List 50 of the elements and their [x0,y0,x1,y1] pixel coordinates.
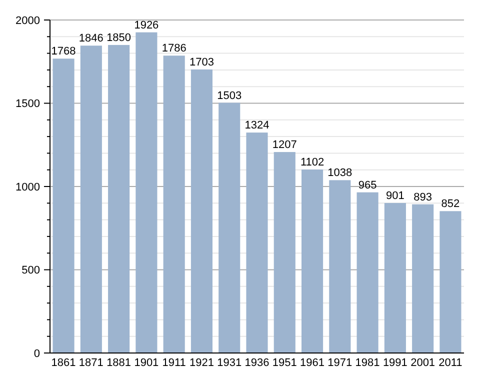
bar [52,58,74,353]
bar [274,152,296,353]
data-label: 1207 [272,139,297,152]
x-tick-label: 1871 [78,357,104,369]
y-tick-label: 1500 [16,98,40,110]
data-label: 1850 [106,32,132,44]
data-label: 1846 [78,32,104,45]
x-tick-label: 1881 [106,357,132,369]
bar [412,204,434,353]
y-tick-label: 1000 [16,181,40,194]
y-tick-label: 500 [22,264,40,277]
y-tick-label: 0 [34,348,40,360]
bar [356,192,378,353]
bar [218,102,240,353]
data-label: 1703 [189,56,214,68]
data-label: 1768 [51,46,76,58]
data-label: 901 [386,190,404,202]
x-tick-label: 1911 [162,357,186,369]
bar [384,202,406,353]
data-label: 1786 [162,42,186,55]
data-label: 1324 [244,120,270,132]
x-tick-label: 1991 [382,357,408,369]
bar [246,132,268,353]
data-label: 893 [414,191,432,204]
bar [329,180,351,353]
bar [190,69,213,353]
x-tick-label: 2011 [438,357,462,369]
x-tick-label: 1901 [134,357,159,369]
data-label: 1038 [328,167,352,180]
x-tick-label: 1971 [328,357,352,369]
x-tick-label: 1951 [272,357,297,369]
bar [80,46,102,353]
x-tick-label: 1931 [217,357,242,369]
x-tick-label: 1936 [244,357,270,369]
data-label: 965 [358,179,377,192]
x-tick-label: 1861 [51,357,76,369]
data-label: 1102 [300,156,324,169]
x-tick-label: 1921 [189,357,214,369]
y-tick-label: 2000 [16,14,40,27]
data-label: 852 [441,198,460,210]
x-tick-label: 2001 [410,357,436,369]
x-tick-label: 1981 [355,357,380,369]
x-tick-label: 1961 [300,357,325,369]
bar [108,44,130,353]
data-label: 1926 [134,19,159,32]
data-label: 1503 [217,90,242,102]
bar [136,32,158,353]
bar [301,170,324,353]
bar [163,56,185,353]
bar [440,211,462,353]
